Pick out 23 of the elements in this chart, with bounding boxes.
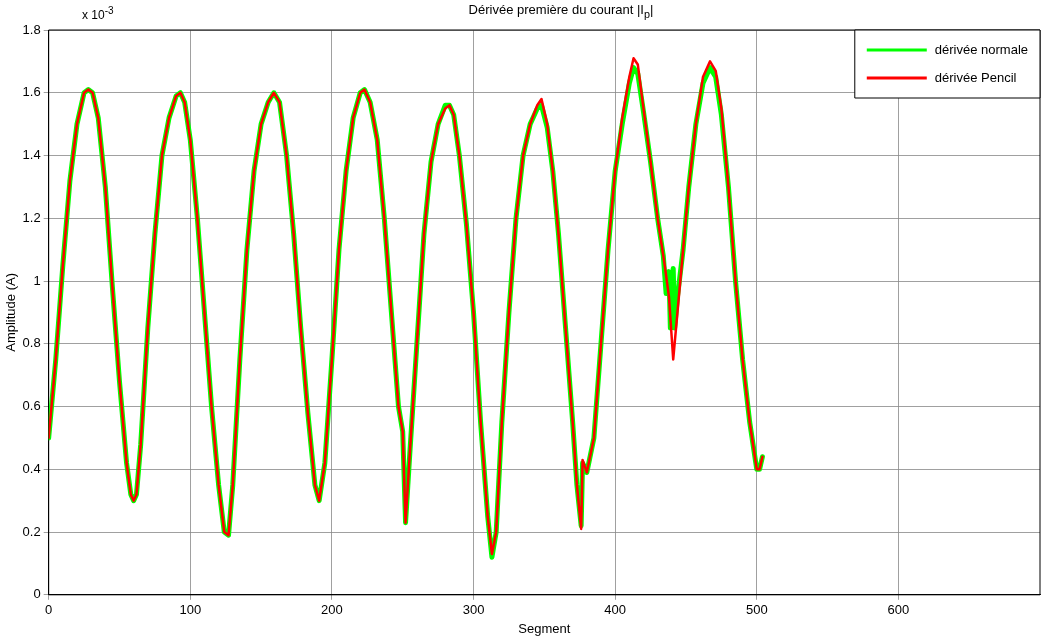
x-tick-label: 200 <box>321 602 343 618</box>
x-tick-label: 600 <box>887 602 910 618</box>
y-tick-label: 1 <box>33 272 41 288</box>
y-tick-label: 0.8 <box>22 335 41 351</box>
y-tick-label: 0 <box>33 586 41 602</box>
y-tick-label: 1.6 <box>22 84 41 100</box>
x-tick-label: 100 <box>179 602 202 618</box>
legend-label: dérivée normale <box>934 41 1028 57</box>
x-tick-label: 500 <box>745 602 768 618</box>
y-axis-title: Amplitude (A) <box>3 273 19 352</box>
text: x 10$^{-3}$ <box>82 5 114 22</box>
chart-title: Dérivée première du courant |I$_{p}$| <box>468 2 654 20</box>
y-tick-label: 0.6 <box>22 398 41 414</box>
y-tick-label: 0.4 <box>22 460 41 476</box>
x-axis-title: Segment <box>518 620 571 636</box>
y-tick-label: 1.2 <box>22 209 41 225</box>
y-tick-label: 1.4 <box>22 147 41 163</box>
x-tick-label: 0 <box>45 602 53 618</box>
x-tick-label: 300 <box>462 602 485 618</box>
legend-label: dérivée Pencil <box>934 69 1017 85</box>
y-tick-label: 1.8 <box>22 21 41 37</box>
y-tick-label: 0.2 <box>22 523 41 539</box>
x-tick-label: 400 <box>604 602 626 618</box>
